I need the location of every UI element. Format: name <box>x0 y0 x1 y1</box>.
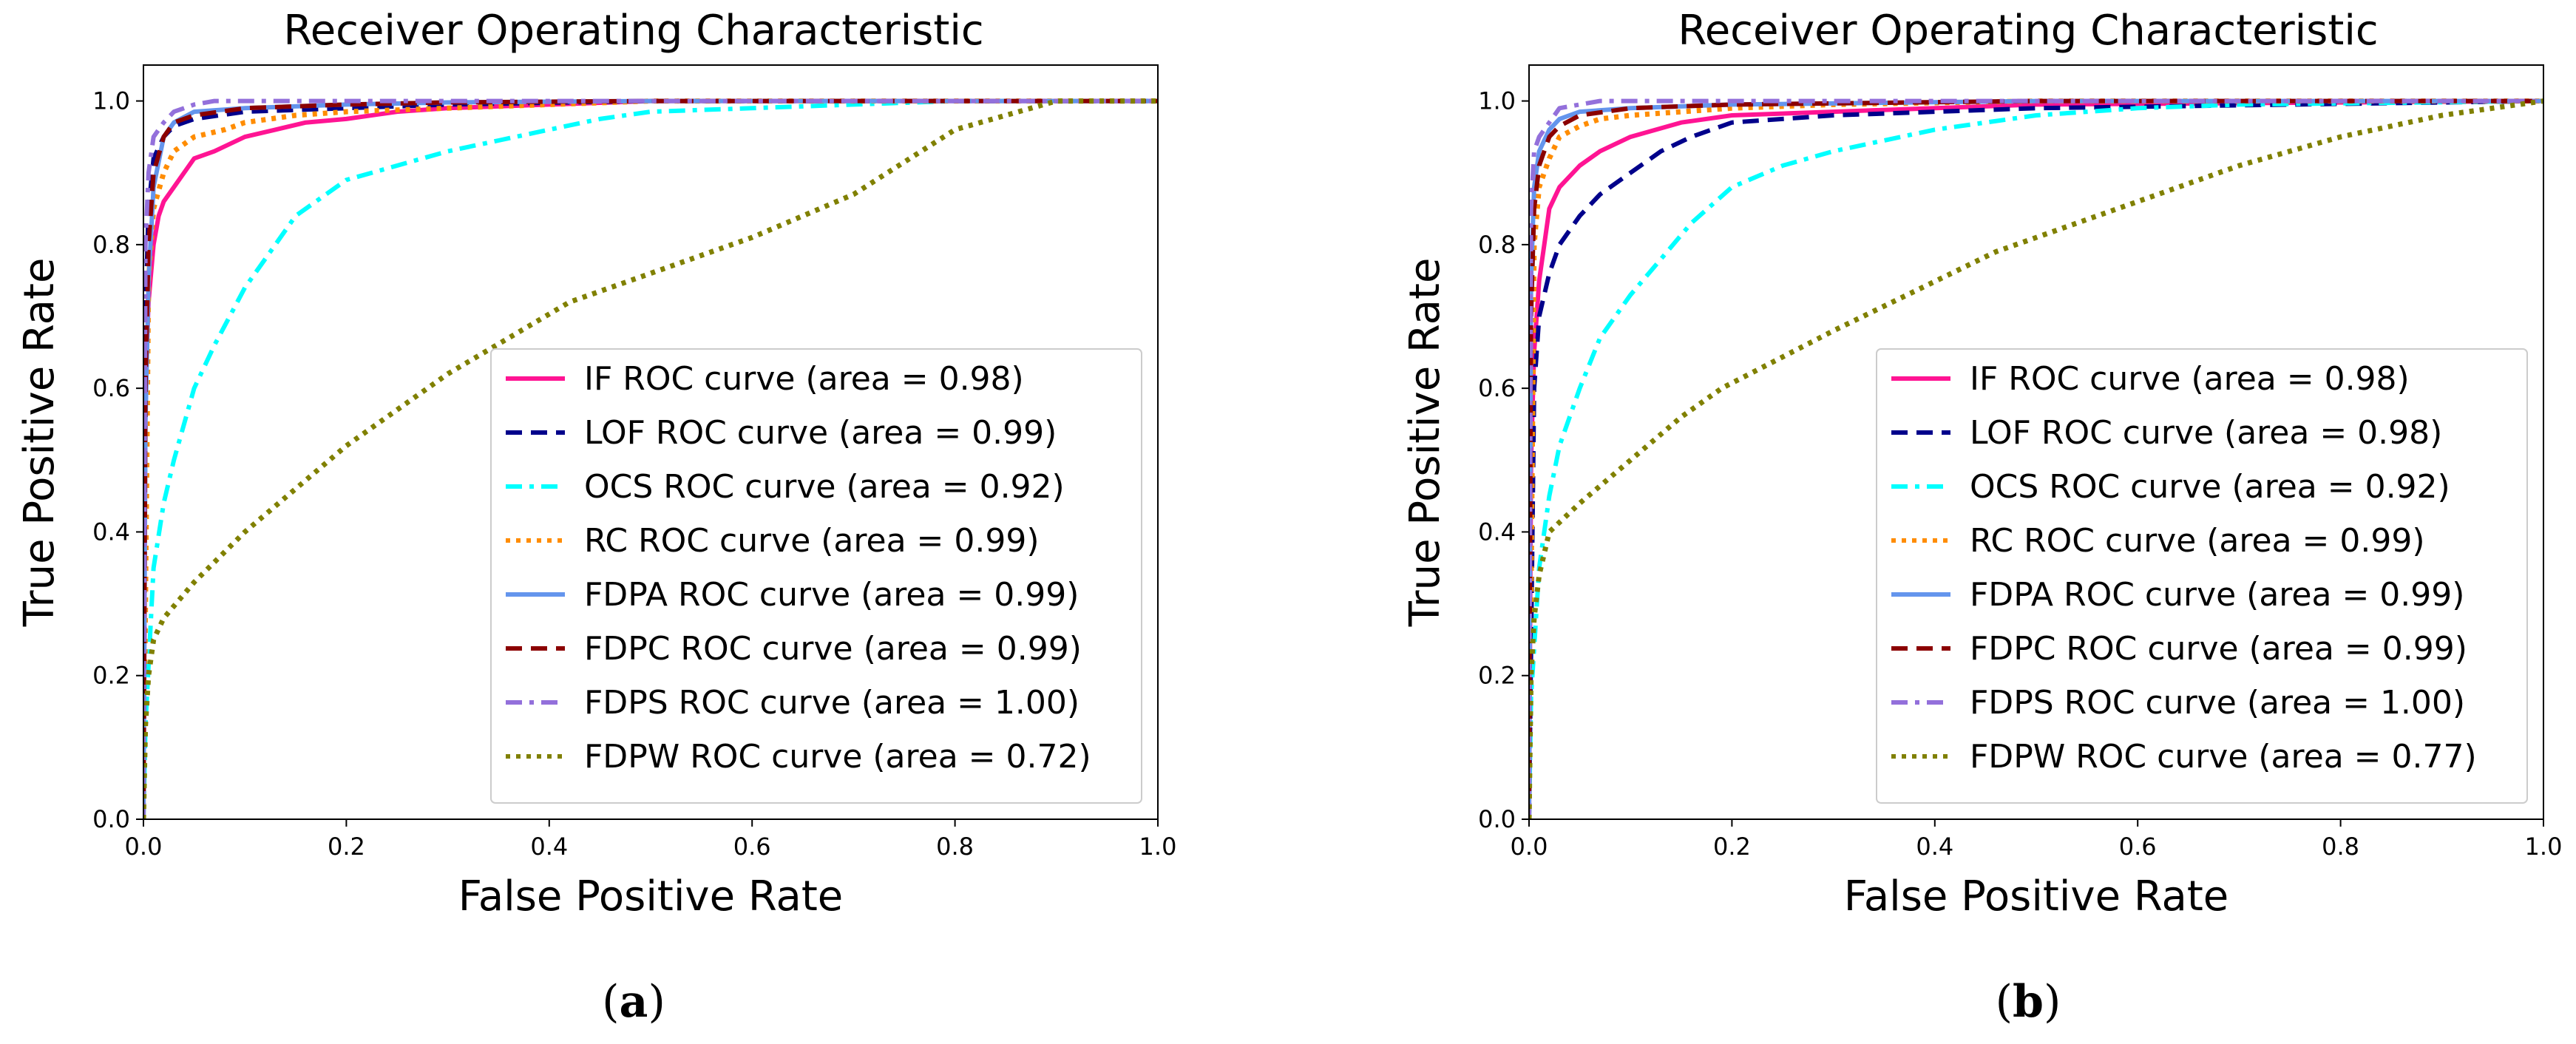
x-axis-label: False Positive Rate <box>1844 872 2228 921</box>
x-tick-label: 0.0 <box>1511 833 1548 861</box>
legend-entry: FDPC ROC curve (area = 0.99) <box>1970 630 2467 668</box>
series-line <box>143 98 1158 819</box>
y-tick-label: 0.2 <box>1478 662 1516 690</box>
y-tick-label: 0.0 <box>92 805 130 833</box>
series-line <box>1529 98 2543 819</box>
series-line <box>1529 98 2543 819</box>
y-tick-label: 0.8 <box>1478 231 1516 259</box>
legend-entry: LOF ROC curve (area = 0.99) <box>584 414 1057 452</box>
x-tick-label: 1.0 <box>1139 833 1177 861</box>
series-line <box>1529 98 2543 819</box>
y-tick-label: 0.4 <box>1478 518 1516 546</box>
x-tick-label: 0.2 <box>328 833 365 861</box>
x-tick-label: 0.4 <box>530 833 568 861</box>
y-axis-label: True Positive Rate <box>1401 258 1449 628</box>
legend-entry: LOF ROC curve (area = 0.98) <box>1970 414 2442 452</box>
series-line <box>143 98 1158 819</box>
legend-entry: RC ROC curve (area = 0.99) <box>1970 522 2425 560</box>
series-line <box>1529 98 2543 819</box>
x-tick-label: 0.8 <box>936 833 974 861</box>
series-line <box>1529 98 2543 819</box>
roc-chart-b: Receiver Operating Characteristic 0.0 0.2 0… <box>1401 7 2562 1028</box>
legend: IF ROC curve (area = 0.98) LOF ROC curve … <box>1876 348 2528 804</box>
legend-entry: RC ROC curve (area = 0.99) <box>584 522 1040 560</box>
chart-title: Receiver Operating Characteristic <box>1678 7 2378 55</box>
legend-entry: OCS ROC curve (area = 0.92) <box>1970 468 2450 506</box>
y-tick-label: 0.4 <box>92 518 130 546</box>
series-lines <box>143 98 1158 819</box>
y-tick-label: 0.2 <box>92 662 130 690</box>
legend-entry: FDPA ROC curve (area = 0.99) <box>1970 576 2464 614</box>
y-tick-label: 0.6 <box>1478 374 1516 402</box>
legend-entry: FDPW ROC curve (area = 0.72) <box>584 738 1091 776</box>
series-line <box>1529 98 2543 819</box>
x-tick-label: 0.0 <box>125 833 163 861</box>
x-tick-label: 0.6 <box>2119 833 2157 861</box>
x-tick-label: 0.6 <box>733 833 771 861</box>
legend-entry: FDPA ROC curve (area = 0.99) <box>584 576 1079 614</box>
roc-chart-a: Receiver Operating Characteristic 0.0 0.2 0… <box>16 7 1176 1028</box>
series-line <box>143 98 1158 819</box>
x-axis-label: False Positive Rate <box>458 872 843 921</box>
x-tick-label: 1.0 <box>2525 833 2563 861</box>
x-tick-label: 0.4 <box>1916 833 1953 861</box>
y-axis-label: True Positive Rate <box>16 258 64 628</box>
legend-entry: FDPW ROC curve (area = 0.77) <box>1970 738 2477 776</box>
plot-frame <box>143 64 1159 820</box>
y-tick-label: 1.0 <box>92 87 130 115</box>
legend-entry: FDPS ROC curve (area = 1.00) <box>584 684 1079 722</box>
legend-entry: FDPS ROC curve (area = 1.00) <box>1970 684 2465 722</box>
legend-entry: FDPC ROC curve (area = 0.99) <box>584 630 1082 668</box>
series-line <box>143 98 1158 819</box>
y-tick-label: 0.6 <box>92 374 130 402</box>
series-lines <box>1529 98 2543 819</box>
legend-entry: OCS ROC curve (area = 0.92) <box>584 468 1065 506</box>
legend: IF ROC curve (area = 0.98) LOF ROC curve … <box>490 348 1142 804</box>
legend-box <box>1876 348 2528 804</box>
chart-title: Receiver Operating Characteristic <box>283 7 983 55</box>
legend-entry: IF ROC curve (area = 0.98) <box>1970 360 2410 398</box>
x-tick-label: 0.2 <box>1713 833 1751 861</box>
legend-entry: IF ROC curve (area = 0.98) <box>584 360 1024 398</box>
panel-label: (a) <box>602 976 665 1028</box>
x-tick-label: 0.8 <box>2322 833 2359 861</box>
plot-frame <box>1528 64 2544 820</box>
series-line <box>143 98 1158 819</box>
legend-box <box>490 348 1142 804</box>
panel-label: (b) <box>1996 976 2061 1028</box>
y-tick-label: 0.0 <box>1478 805 1516 833</box>
y-tick-label: 1.0 <box>1478 87 1516 115</box>
y-tick-label: 0.8 <box>92 231 130 259</box>
